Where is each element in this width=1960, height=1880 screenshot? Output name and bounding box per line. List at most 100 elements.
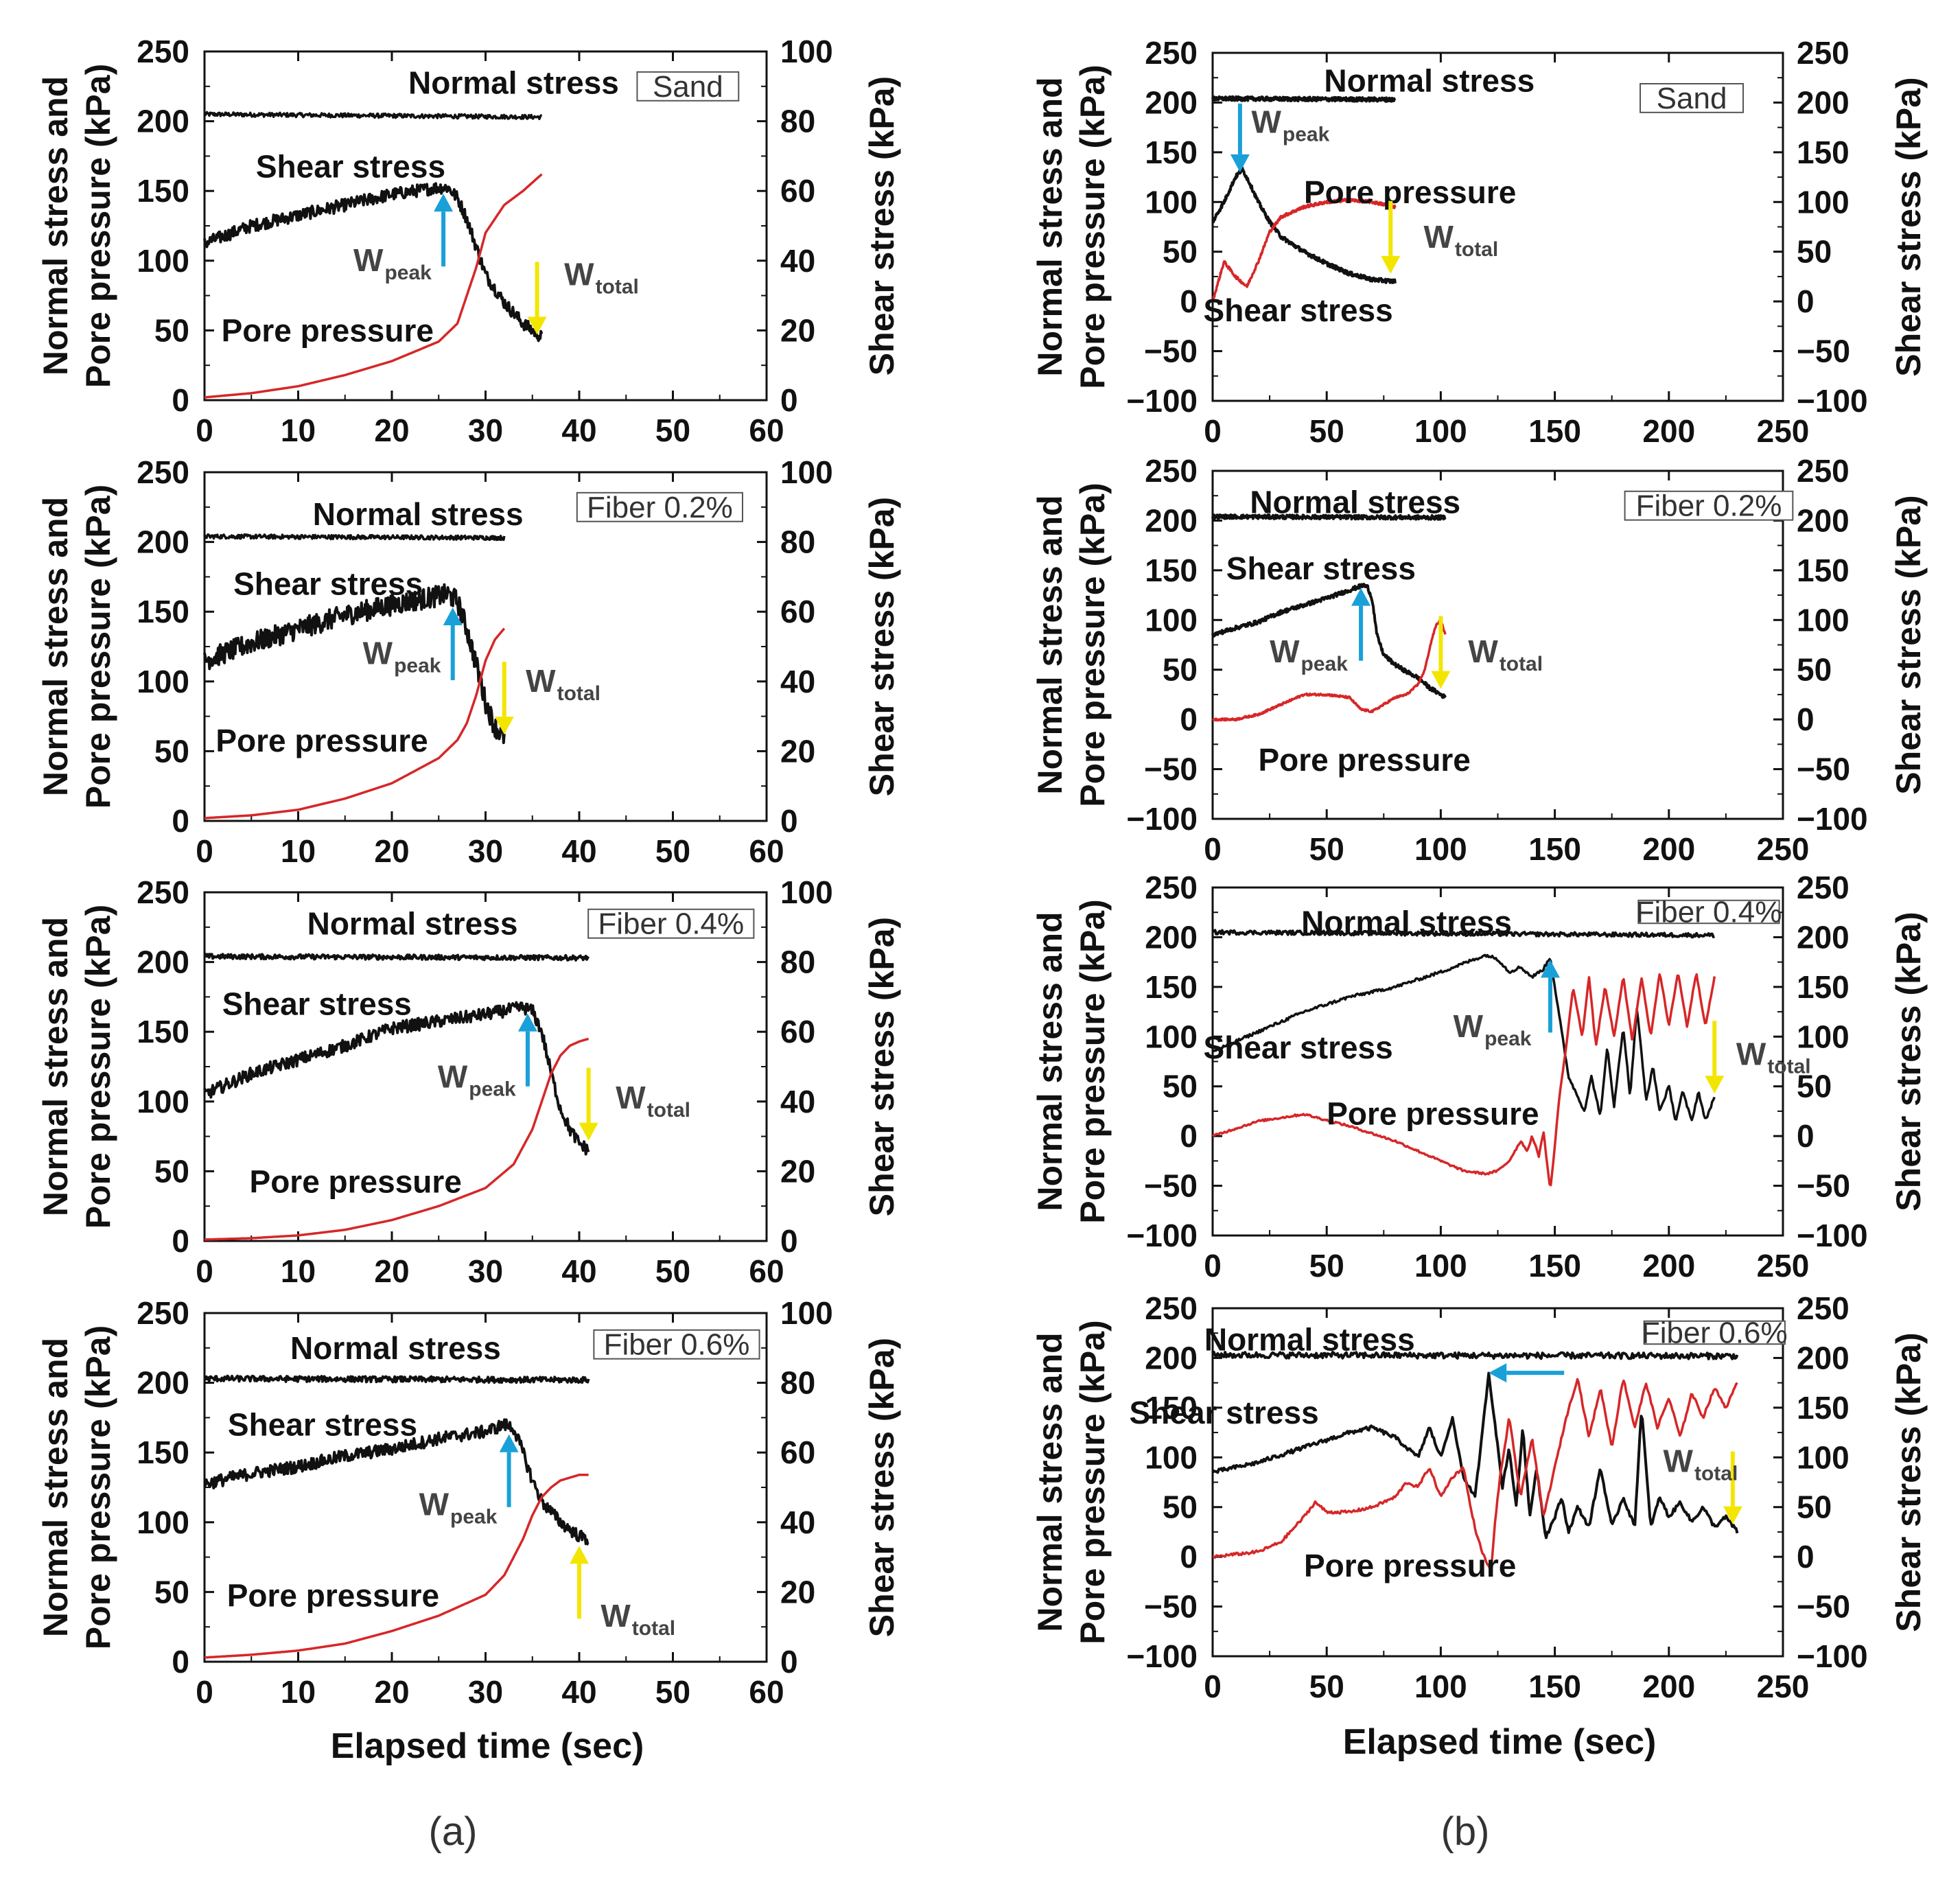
- x-tick-label: 60: [749, 1674, 784, 1710]
- w-total-label: Wtotal: [526, 663, 600, 705]
- x-tick-label: 0: [196, 1253, 213, 1289]
- chart-a-2: 0 10 20 30 40 50 60050100150200250020406080100…: [36, 454, 901, 869]
- pore-pressure-annotation: Pore pressure: [250, 1164, 462, 1200]
- y-tick-label-right: 0: [780, 382, 798, 418]
- x-tick-label: 50: [1309, 831, 1344, 867]
- x-tick-label: 150: [1528, 1248, 1581, 1284]
- y-tick-label-right: 60: [780, 173, 815, 209]
- pore-pressure-annotation: Pore pressure: [1258, 742, 1470, 778]
- y-tick-label-right: 200: [1797, 84, 1850, 120]
- y-tick-label-left: 250: [137, 454, 189, 490]
- w-peak-arrow: [1230, 103, 1250, 172]
- w-total-arrow: [1705, 1021, 1725, 1094]
- y-tick-label-right: −50: [1797, 1168, 1850, 1204]
- x-tick-label: 100: [1414, 1669, 1467, 1704]
- specimen-label-box: [593, 1329, 760, 1360]
- y-axis-label-right: Shear stress (kPa): [1889, 912, 1928, 1211]
- y-tick-label-right: 100: [780, 34, 833, 69]
- x-tick-label: 30: [468, 1674, 503, 1710]
- y-tick-label-left: 200: [137, 944, 189, 980]
- svg-text:Wtotal: Wtotal: [1468, 634, 1543, 675]
- shear-stress-line: [1211, 166, 1397, 284]
- y-axis-label-left-1: Normal stress and: [1031, 912, 1069, 1211]
- y-axis-label-left-2: Pore pressure (kPa): [1073, 483, 1112, 806]
- panel-label-b: (b): [1441, 1809, 1490, 1854]
- panel-label-a: (a): [429, 1809, 478, 1854]
- x-tick-label: 0: [1204, 1669, 1222, 1704]
- y-tick-label-right: 80: [780, 944, 815, 980]
- y-tick-label-left: 150: [137, 594, 189, 629]
- x-tick-label: 50: [655, 1674, 690, 1710]
- x-tick-label: 0: [1204, 413, 1222, 449]
- y-tick-label-right: −50: [1797, 1589, 1850, 1625]
- chart-b-1: 0 50 100 150 200 250−100−50050100150200250−10…: [1031, 35, 1928, 449]
- w-peak-label: Wpeak: [1454, 1008, 1532, 1050]
- y-tick-label-right: 60: [780, 1014, 815, 1049]
- y-tick-label-left: 200: [137, 104, 189, 139]
- normal-stress-line: [203, 953, 590, 962]
- y-tick-label-left: 100: [1145, 1439, 1198, 1475]
- y-tick-label-left: 200: [1145, 502, 1198, 538]
- x-tick-label: 50: [1309, 1669, 1344, 1704]
- normal-stress-line: [203, 1374, 590, 1384]
- svg-text:Wtotal: Wtotal: [526, 663, 600, 705]
- y-tick-label-left: 150: [1145, 553, 1198, 588]
- x-tick-label: 10: [281, 833, 316, 869]
- y-tick-label-right: 40: [780, 1084, 815, 1119]
- chart-b-4: 0 50 100 150 200 250−100−50050100150200250−10…: [1031, 1290, 1928, 1704]
- y-axis-label-left-2: Pore pressure (kPa): [1073, 65, 1112, 388]
- x-tick-label: 250: [1757, 413, 1810, 449]
- y-tick-label-right: 40: [780, 1505, 815, 1540]
- pore-pressure-line: [1211, 618, 1447, 722]
- specimen-label: Fiber 0.4%: [1636, 895, 1782, 929]
- specimen-label: Sand: [653, 70, 723, 104]
- shear-stress-annotation: Shear stress: [1226, 550, 1416, 586]
- y-tick-label-right: 100: [1797, 1019, 1850, 1054]
- y-axis-label-right: Shear stress (kPa): [863, 76, 901, 375]
- pore-pressure-annotation: Pore pressure: [215, 723, 428, 758]
- y-axis-label-left-1: Normal stress and: [36, 917, 75, 1216]
- pore-pressure-line: [204, 627, 506, 820]
- x-tick-label: 250: [1757, 1248, 1810, 1284]
- y-tick-label-left: −100: [1126, 801, 1198, 837]
- y-tick-label-right: 100: [780, 874, 833, 910]
- y-tick-label-left: 0: [1180, 1118, 1198, 1154]
- y-axis-label-left-1: Normal stress and: [36, 1338, 75, 1637]
- shear-stress-line: [203, 1001, 590, 1156]
- w-total-label: Wtotal: [1468, 634, 1543, 675]
- y-tick-label-right: 150: [1797, 1390, 1850, 1426]
- svg-text:Wpeak: Wpeak: [363, 635, 441, 677]
- y-tick-label-right: 0: [1797, 701, 1815, 737]
- y-axis-label-right: Shear stress (kPa): [863, 497, 901, 796]
- shear-stress-annotation: Shear stress: [222, 986, 412, 1022]
- y-tick-label-left: 50: [154, 1574, 189, 1610]
- x-tick-label: 50: [655, 1253, 690, 1289]
- svg-text:Wpeak: Wpeak: [1252, 104, 1330, 146]
- chart-b-3: 0 50 100 150 200 250−100−50050100150200250−10…: [1031, 870, 1928, 1284]
- w-peak-label: Wpeak: [363, 635, 441, 677]
- y-tick-label-left: −100: [1126, 1218, 1198, 1253]
- x-tick-label: 40: [561, 413, 596, 448]
- specimen-label-box: [1640, 82, 1745, 113]
- y-axis-label-left-1: Normal stress and: [1031, 1332, 1069, 1632]
- y-axis-label-left-2: Pore pressure (kPa): [1073, 899, 1112, 1223]
- x-tick-label: 0: [196, 833, 213, 869]
- chart-b-2: 0 50 100 150 200 250−100−50050100150200250−10…: [1031, 453, 1928, 867]
- pore-pressure-line: [1212, 1378, 1738, 1570]
- x-tick-label: 50: [655, 413, 690, 448]
- normal-stress-line: [203, 533, 506, 542]
- y-tick-label-right: 20: [780, 733, 815, 769]
- x-tick-label: 60: [749, 413, 784, 448]
- specimen-label: Fiber 0.2%: [587, 491, 733, 524]
- pore-pressure-line: [1211, 197, 1397, 303]
- w-peak-arrow: [517, 1013, 537, 1087]
- specimen-label-box: [636, 71, 740, 102]
- svg-text:Wtotal: Wtotal: [1664, 1443, 1738, 1485]
- y-tick-label-left: −100: [1126, 383, 1198, 419]
- normal-stress-annotation: Normal stress: [290, 1330, 501, 1366]
- y-axis-label-left-1: Normal stress and: [36, 76, 75, 375]
- y-tick-label-left: 50: [1163, 234, 1198, 270]
- y-tick-label-right: 100: [780, 1295, 833, 1331]
- x-tick-label: 40: [561, 1253, 596, 1289]
- w-total-arrow: [1381, 200, 1401, 274]
